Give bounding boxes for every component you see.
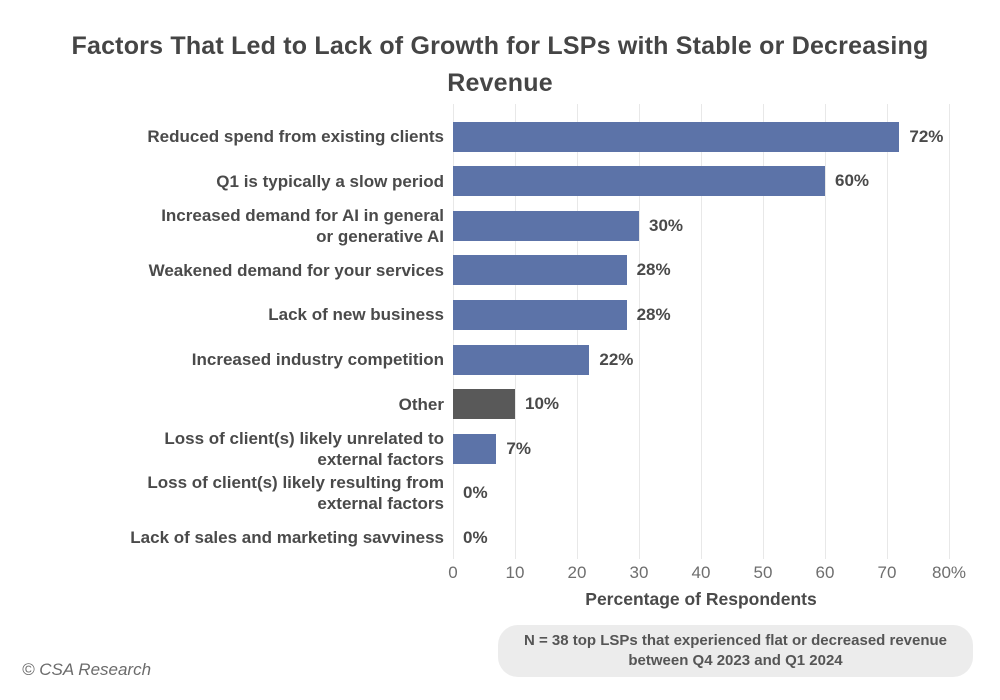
category-label: Increased industry competition	[191, 350, 444, 369]
bar	[453, 255, 627, 286]
x-tick-label: 60	[815, 563, 835, 582]
x-tick-label: 30	[629, 563, 649, 582]
gridline	[453, 104, 454, 559]
category-label: Reduced spend from existing clients	[147, 127, 444, 146]
bar	[453, 389, 515, 420]
bar	[453, 121, 900, 152]
x-tick-label: 40	[691, 563, 711, 582]
category-label: Increased demand for AI in general or ge…	[161, 205, 444, 246]
gridline	[763, 104, 764, 559]
bar	[453, 299, 627, 330]
x-tick-label: 0	[448, 563, 458, 582]
gridline	[701, 104, 702, 559]
category-label: Loss of client(s) likely unrelated to ex…	[164, 428, 444, 469]
value-label: 0%	[463, 483, 488, 503]
bar	[453, 210, 639, 241]
x-tick-label: 80%	[931, 563, 967, 582]
x-tick-label: 10	[505, 563, 525, 582]
sample-size-note-text: N = 38 top LSPs that experienced flat or…	[523, 632, 948, 669]
gridline	[949, 104, 950, 559]
category-label: Lack of new business	[268, 305, 444, 325]
gridline	[639, 104, 640, 559]
value-label: 7%	[506, 438, 531, 458]
x-axis-title: Percentage of Respondents	[585, 589, 817, 609]
value-label: 30%	[649, 215, 684, 235]
value-label: 72%	[909, 126, 944, 146]
category-label: Q1 is typically a slow period	[216, 171, 444, 191]
category-label: Loss of client(s) likely resulting from …	[147, 473, 444, 514]
value-label: 28%	[636, 260, 671, 280]
category-label: Weakened demand for your services	[148, 260, 444, 280]
copyright-credit: © CSA Research	[22, 660, 152, 679]
value-label: 22%	[599, 349, 634, 369]
chart-title: Factors That Led to Lack of Growth for L…	[71, 32, 929, 97]
x-tick-label: 50	[753, 563, 773, 582]
bar	[453, 344, 590, 375]
value-label: 0%	[463, 527, 488, 547]
gridline	[577, 104, 578, 559]
x-tick-label: 20	[567, 563, 587, 582]
gridline	[887, 104, 888, 559]
value-label: 28%	[636, 304, 671, 324]
bar	[453, 166, 825, 197]
gridline	[515, 104, 516, 559]
x-tick-label: 70	[877, 563, 897, 582]
bar	[453, 433, 497, 464]
value-label: 60%	[835, 171, 870, 191]
category-label: Other	[398, 394, 444, 414]
category-label: Lack of sales and marketing savviness	[130, 528, 444, 548]
sample-size-note: N = 38 top LSPs that experienced flat or…	[498, 625, 973, 677]
gridline	[825, 104, 826, 559]
value-label: 10%	[525, 394, 560, 414]
